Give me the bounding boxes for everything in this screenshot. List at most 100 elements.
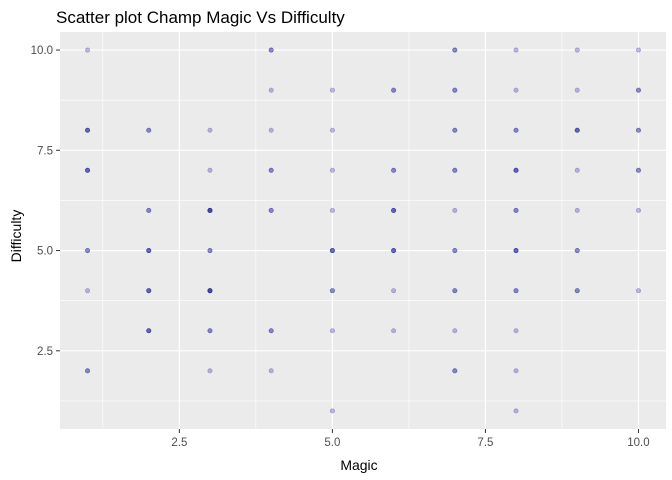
data-point (513, 248, 519, 254)
data-point (146, 207, 152, 213)
data-point (207, 207, 213, 213)
data-point (452, 288, 458, 294)
data-point (513, 248, 519, 254)
data-point (391, 207, 397, 213)
data-point (513, 368, 519, 374)
data-point (146, 127, 152, 133)
data-point (452, 87, 458, 93)
data-point (391, 167, 397, 173)
data-point (207, 288, 213, 294)
data-point (207, 127, 213, 133)
data-point (391, 87, 397, 93)
data-point (391, 288, 397, 294)
data-point (207, 288, 213, 294)
data-point (329, 127, 335, 133)
data-point (84, 248, 91, 254)
data-point (146, 248, 152, 254)
y-tick-label: 7.5 (37, 145, 53, 157)
data-point (452, 288, 458, 294)
data-point (452, 47, 458, 53)
y-tick-label: 2.5 (37, 346, 53, 358)
data-point (268, 167, 274, 173)
data-point (268, 47, 274, 53)
data-point (207, 248, 213, 254)
data-point (391, 87, 397, 93)
data-point (391, 207, 397, 213)
data-point (452, 248, 458, 254)
data-point (207, 368, 213, 374)
data-point (329, 328, 335, 334)
data-point (207, 328, 213, 334)
data-point (146, 288, 152, 294)
data-point (268, 207, 274, 213)
data-point (513, 248, 519, 254)
data-point (574, 127, 580, 133)
data-point (513, 47, 519, 53)
data-point (329, 87, 335, 93)
data-point (268, 207, 274, 213)
data-point (452, 368, 458, 374)
data-point (452, 87, 458, 93)
data-point (84, 288, 91, 294)
data-point (207, 207, 213, 213)
data-point (207, 167, 213, 173)
x-tick-label: 10.0 (627, 437, 649, 449)
data-point (391, 248, 397, 254)
data-point (574, 47, 580, 53)
data-point (452, 368, 458, 374)
data-point (574, 207, 580, 213)
x-tick-label: 2.5 (171, 437, 187, 449)
x-tick-label: 5.0 (324, 437, 340, 449)
data-point (146, 328, 152, 334)
data-point (268, 87, 274, 93)
data-point (635, 167, 642, 173)
data-point (513, 207, 519, 213)
data-point (207, 248, 213, 254)
data-point (268, 167, 274, 173)
data-point (513, 207, 519, 213)
data-point (452, 127, 458, 133)
data-point (574, 167, 580, 173)
data-point (84, 368, 91, 374)
data-point (329, 167, 335, 173)
data-point (268, 368, 274, 374)
data-point (391, 207, 397, 213)
data-point (452, 328, 458, 334)
data-point (207, 288, 213, 294)
data-point (513, 167, 519, 173)
data-point (513, 87, 519, 93)
data-point (146, 127, 152, 133)
data-point (635, 87, 642, 93)
data-point (268, 127, 274, 133)
data-point (329, 248, 335, 254)
data-point (84, 368, 91, 374)
data-point (207, 207, 213, 213)
data-point (513, 288, 519, 294)
data-point (146, 248, 152, 254)
data-points (84, 47, 642, 414)
data-point (635, 127, 642, 133)
data-point (84, 127, 91, 133)
data-point (146, 248, 152, 254)
chart-title: Scatter plot Champ Magic Vs Difficulty (56, 8, 345, 27)
data-point (84, 127, 91, 133)
data-point (329, 408, 335, 414)
x-tick-label: 7.5 (477, 437, 493, 449)
data-point (452, 167, 458, 173)
major-gridlines (60, 32, 666, 429)
data-point (574, 288, 580, 294)
data-point (146, 288, 152, 294)
data-point (329, 288, 335, 294)
data-point (329, 207, 335, 213)
data-point (329, 248, 335, 254)
data-point (84, 167, 91, 173)
data-point (452, 167, 458, 173)
data-point (574, 87, 580, 93)
data-point (84, 248, 91, 254)
data-point (513, 408, 519, 414)
data-point (635, 167, 642, 173)
data-point (513, 288, 519, 294)
data-point (513, 167, 519, 173)
data-point (513, 127, 519, 133)
